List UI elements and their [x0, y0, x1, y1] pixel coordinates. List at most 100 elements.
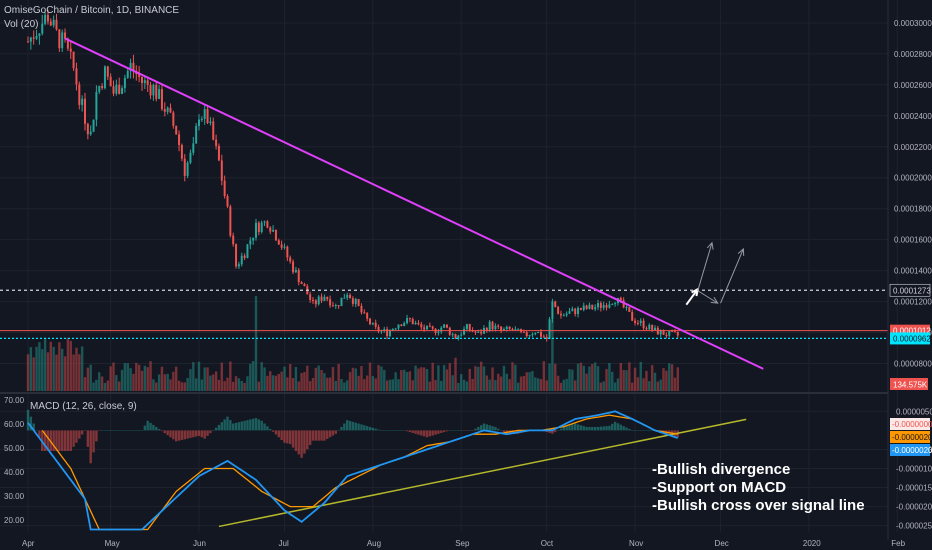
histogram-bar: [414, 430, 416, 433]
candle-body: [150, 85, 152, 96]
histogram-bar: [172, 430, 174, 439]
candle-body: [500, 327, 502, 331]
candle-body: [366, 313, 368, 319]
histogram-bar: [497, 429, 499, 431]
histogram-bar: [500, 430, 502, 431]
candle-body: [312, 300, 314, 301]
histogram-bar: [138, 430, 140, 431]
histogram-bar: [611, 424, 613, 431]
volume-bar: [90, 365, 92, 391]
candle-body: [360, 306, 362, 312]
candle-body: [509, 327, 511, 329]
histogram-bar: [343, 424, 345, 431]
candle-body: [608, 304, 610, 307]
candle-body: [369, 319, 371, 324]
histogram-bar: [226, 417, 228, 431]
histogram-bar: [107, 430, 109, 431]
candle-body: [272, 230, 274, 232]
candle-body: [645, 328, 647, 329]
histogram-bar: [229, 420, 231, 430]
volume-bar: [33, 357, 35, 391]
candle-body: [198, 120, 200, 126]
histogram-bar: [87, 430, 89, 446]
histogram-bar: [109, 430, 111, 431]
volume-bar: [147, 367, 149, 391]
histogram-bar: [252, 419, 254, 431]
candle-body: [452, 334, 454, 335]
candle-body: [95, 92, 97, 120]
histogram-bar: [383, 430, 385, 431]
volume-bar: [574, 380, 576, 391]
volume-bar: [189, 369, 191, 391]
histogram-bar: [443, 430, 445, 432]
candle-body: [87, 124, 89, 134]
candle-body: [463, 329, 465, 335]
histogram-bar: [258, 419, 260, 430]
volume-bar: [300, 373, 302, 391]
candle-body: [215, 140, 217, 146]
candle-body: [677, 332, 679, 335]
volume-bar: [61, 349, 63, 391]
histogram-bar: [346, 420, 348, 430]
volume-bar: [563, 380, 565, 391]
candle-body: [41, 24, 43, 34]
histogram-bar: [648, 430, 650, 431]
histogram-bar: [278, 430, 280, 437]
candle-body: [27, 42, 29, 43]
candle-body: [648, 325, 650, 329]
histogram-bar: [489, 425, 491, 430]
histogram-bar: [471, 430, 473, 431]
annotation-bullish-divergence: -Bullish divergence: [652, 461, 790, 478]
histogram-bar: [169, 430, 171, 437]
histogram-bar: [75, 430, 77, 442]
volume-bar: [605, 369, 607, 391]
candle-body: [70, 49, 72, 52]
histogram-bar: [320, 430, 322, 440]
histogram-bar: [70, 430, 72, 451]
candle-body: [352, 298, 354, 304]
macd-value-tag: -0.0000020: [890, 444, 932, 456]
rsi-tick-label: 60.00: [4, 420, 25, 429]
volume-bar: [204, 367, 206, 391]
candle-body: [563, 315, 565, 316]
volume-bar: [640, 362, 642, 391]
volume-bar: [486, 376, 488, 391]
volume-bar: [318, 366, 320, 391]
volume-bar: [226, 378, 228, 391]
time-tick-label: Nov: [629, 539, 643, 548]
volume-bar: [326, 378, 328, 391]
histogram-bar: [622, 426, 624, 430]
histogram-bar: [651, 430, 653, 431]
volume-bar: [206, 367, 208, 391]
candle-body: [420, 324, 422, 327]
volume-bar: [537, 378, 539, 391]
candle-body: [98, 86, 100, 92]
volume-bar: [312, 378, 314, 391]
candle-body: [170, 108, 172, 113]
volume-bar: [258, 382, 260, 391]
candle-body: [249, 240, 251, 244]
volume-bar: [654, 373, 656, 391]
histogram-bar: [491, 426, 493, 430]
candle-body: [235, 244, 237, 266]
volume-indicator-label: Vol (20): [4, 19, 38, 30]
volume-bar: [423, 367, 425, 391]
candle-body: [318, 297, 320, 305]
candle-body: [398, 325, 400, 329]
macd-value-tag: -0.0000020: [890, 431, 932, 443]
candle-body: [224, 181, 226, 196]
volume-bar: [55, 355, 57, 391]
volume-bar: [263, 367, 265, 391]
candle-body: [264, 221, 266, 222]
candle-body: [531, 334, 533, 335]
volume-bar: [135, 363, 137, 391]
volume-bar: [414, 366, 416, 391]
histogram-bar: [189, 430, 191, 438]
candle-body: [403, 323, 405, 326]
volume-bar: [383, 370, 385, 391]
volume-bar: [295, 367, 297, 391]
histogram-bar: [204, 430, 206, 438]
price-tick-label: 0.0001200: [894, 298, 932, 307]
candle-body: [78, 84, 80, 104]
